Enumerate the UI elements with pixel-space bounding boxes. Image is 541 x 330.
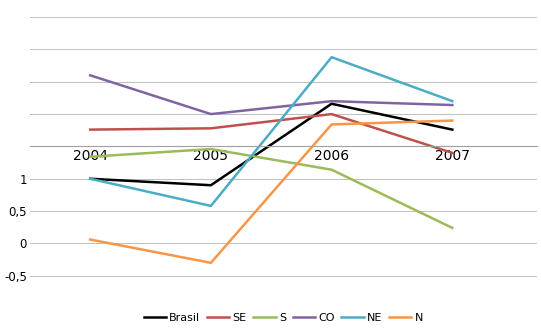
Line: CO: CO — [90, 75, 452, 114]
SE — [208, 126, 214, 130]
N — [87, 238, 94, 242]
Brasil — [208, 183, 214, 187]
CO — [328, 99, 335, 103]
NE — [208, 204, 214, 208]
CO — [208, 112, 214, 116]
NE — [87, 177, 94, 181]
SE — [449, 151, 456, 155]
SE — [87, 128, 94, 132]
NE — [449, 99, 456, 103]
S — [87, 155, 94, 159]
Line: N: N — [90, 120, 452, 263]
Line: SE: SE — [90, 114, 452, 153]
S — [208, 147, 214, 151]
N — [449, 118, 456, 122]
Line: S: S — [90, 149, 452, 228]
Line: NE: NE — [90, 57, 452, 206]
NE — [328, 55, 335, 59]
N — [208, 261, 214, 265]
CO — [449, 103, 456, 107]
CO — [87, 73, 94, 77]
Brasil — [87, 177, 94, 181]
S — [328, 168, 335, 172]
Brasil — [449, 128, 456, 132]
N — [328, 122, 335, 126]
Line: Brasil: Brasil — [90, 104, 452, 185]
Legend: Brasil, SE, S, CO, NE, N: Brasil, SE, S, CO, NE, N — [139, 309, 427, 327]
SE — [328, 112, 335, 116]
Brasil — [328, 102, 335, 106]
S — [449, 226, 456, 230]
